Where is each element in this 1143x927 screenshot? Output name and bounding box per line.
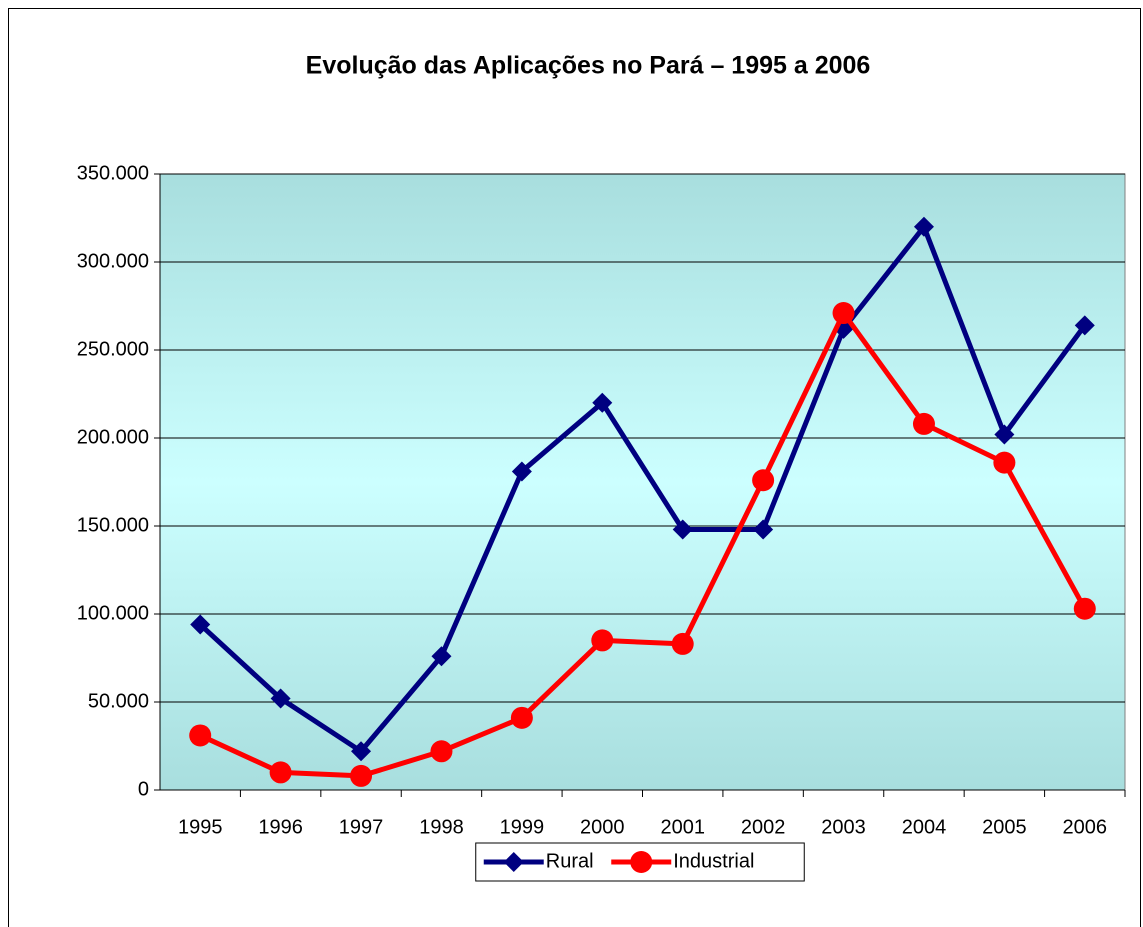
data-point (510, 706, 533, 729)
legend-marker (630, 851, 653, 873)
series-line (199, 310, 1087, 779)
x-tick-label: 2003 (821, 816, 866, 838)
x-tick-label: 2000 (580, 816, 625, 838)
y-tick-label: 300.000 (77, 250, 149, 272)
data-point (269, 761, 292, 784)
data-point (993, 451, 1016, 474)
data-point (1074, 315, 1095, 336)
data-point (994, 424, 1015, 445)
data-point (832, 302, 855, 325)
data-point (270, 688, 291, 709)
x-tick-label: 2006 (1063, 816, 1108, 838)
data-point (431, 646, 452, 667)
data-point (511, 461, 532, 482)
series-line (198, 224, 1087, 754)
data-point (591, 629, 614, 652)
x-tick-label: 1995 (178, 816, 223, 838)
y-tick-label: 50.000 (88, 690, 149, 712)
chart-title: Evolução das Aplicações no Pará – 1995 a… (306, 52, 871, 80)
data-point (672, 519, 693, 540)
x-tick-label: 2002 (741, 816, 786, 838)
y-tick-label: 100.000 (77, 602, 149, 624)
data-point (1073, 597, 1096, 620)
x-tick-label: 1996 (258, 816, 303, 838)
x-tick-label: 2001 (660, 816, 705, 838)
data-point (189, 724, 212, 747)
plot-area (159, 173, 1126, 791)
x-tick-label: 2004 (902, 816, 947, 838)
legend-label: Industrial (673, 850, 754, 872)
y-tick-label: 150.000 (77, 514, 149, 536)
y-tick-label: 350.000 (77, 162, 149, 184)
legend-label: Rural (546, 850, 594, 872)
data-point (752, 469, 775, 492)
data-point (753, 519, 774, 540)
x-tick-label: 1998 (419, 816, 464, 838)
legend-marker (503, 852, 524, 872)
data-point (190, 614, 211, 635)
y-tick-label: 250.000 (77, 338, 149, 360)
data-point (351, 741, 372, 762)
data-point (430, 740, 453, 763)
data-point (913, 216, 934, 237)
x-tick-label: 2005 (982, 816, 1027, 838)
data-point (350, 764, 373, 787)
y-tick-label: 200.000 (77, 426, 149, 448)
data-point (671, 632, 694, 655)
y-tick-label: 0 (138, 778, 149, 800)
data-point (592, 392, 613, 413)
x-tick-label: 1999 (500, 816, 545, 838)
data-point (912, 412, 935, 435)
x-tick-label: 1997 (339, 816, 384, 838)
